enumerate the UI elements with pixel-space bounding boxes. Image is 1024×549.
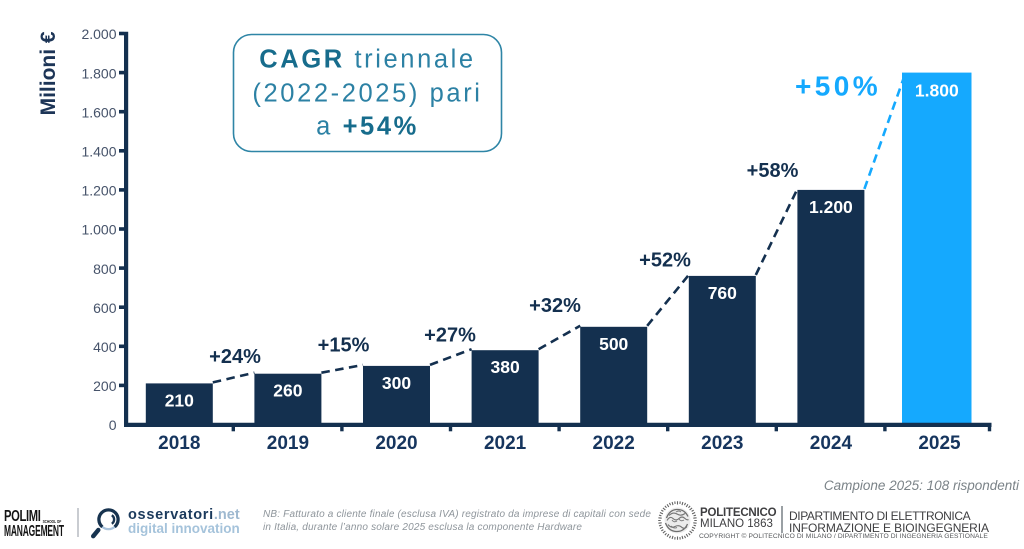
svg-text:2020: 2020	[375, 433, 417, 454]
svg-text:200: 200	[93, 378, 117, 394]
svg-text:1.600: 1.600	[81, 104, 116, 120]
svg-text:+52%: +52%	[639, 250, 691, 272]
svg-text:+24%: +24%	[209, 346, 261, 368]
svg-text:300: 300	[382, 373, 411, 393]
svg-text:1.400: 1.400	[81, 144, 116, 160]
svg-text:2018: 2018	[158, 433, 200, 454]
svg-text:500: 500	[599, 334, 628, 354]
svg-text:260: 260	[273, 381, 302, 401]
svg-text:1.200: 1.200	[81, 183, 116, 199]
svg-text:2023: 2023	[701, 433, 743, 454]
svg-text:1.000: 1.000	[81, 222, 116, 238]
svg-text:400: 400	[93, 339, 117, 355]
svg-text:1.800: 1.800	[915, 81, 959, 101]
svg-text:+50%: +50%	[795, 71, 881, 102]
svg-text:760: 760	[708, 283, 737, 303]
svg-text:2024: 2024	[810, 433, 853, 454]
svg-text:+32%: +32%	[529, 295, 581, 317]
svg-text:2.000: 2.000	[81, 26, 116, 42]
svg-text:0: 0	[109, 417, 117, 433]
svg-text:210: 210	[165, 390, 194, 410]
svg-text:a +54%: a +54%	[316, 113, 419, 141]
svg-text:CAGR triennale: CAGR triennale	[259, 46, 475, 74]
svg-text:2025: 2025	[918, 433, 961, 454]
svg-text:1.200: 1.200	[809, 197, 853, 217]
svg-text:800: 800	[93, 261, 117, 277]
svg-text:2019: 2019	[267, 433, 309, 454]
svg-text:600: 600	[93, 300, 117, 316]
svg-text:1.800: 1.800	[81, 65, 116, 81]
svg-text:2021: 2021	[484, 433, 527, 454]
svg-text:2022: 2022	[593, 433, 635, 454]
svg-text:(2022-2025) pari: (2022-2025) pari	[252, 80, 482, 108]
svg-text:+58%: +58%	[747, 160, 799, 182]
svg-text:+27%: +27%	[424, 325, 476, 347]
svg-text:Milioni €: Milioni €	[37, 31, 60, 115]
svg-text:+15%: +15%	[318, 335, 370, 357]
svg-text:380: 380	[490, 357, 519, 377]
